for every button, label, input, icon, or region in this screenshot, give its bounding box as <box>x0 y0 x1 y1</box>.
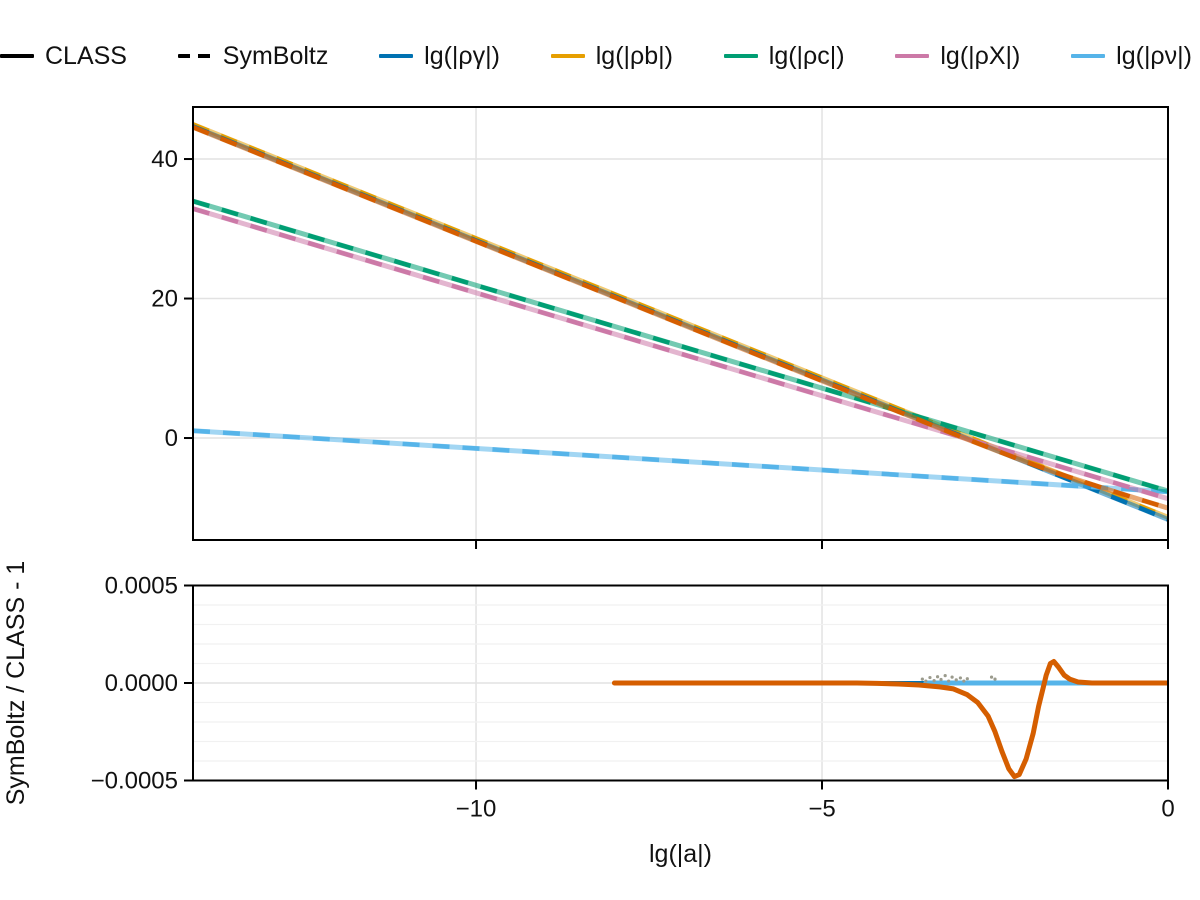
line-residual-vermillion <box>611 659 1168 780</box>
residual-noise-dot <box>993 677 997 681</box>
residual-noise-dot <box>950 675 954 679</box>
legend-label: lg(|ρc|) <box>768 41 845 70</box>
residual-noise-dot <box>962 679 966 683</box>
line-swatch-icon <box>379 54 414 58</box>
main-panel-spines <box>192 106 1169 541</box>
residual-noise-dot <box>920 677 924 681</box>
residual-y-tick-label: 0.0005 <box>105 573 178 600</box>
legend-item-rho-c: lg(|ρc|) <box>723 41 845 70</box>
legend-label: SymBoltz <box>222 41 329 70</box>
residual-noise-dot <box>932 679 936 683</box>
dashed-line-swatch-icon <box>177 54 212 58</box>
residual-y-tick-label: 0.0000 <box>105 670 178 697</box>
legend-item-rho-X: lg(|ρX|) <box>895 41 1021 70</box>
x-axis-label: lg(|a|) <box>649 840 712 868</box>
main-y-tick-label: 20 <box>151 286 178 313</box>
legend-label: lg(|ρX|) <box>940 41 1021 70</box>
legend: CLASS SymBoltz lg(|ργ|) lg(|ρb|) lg(|ρc|) lg(… <box>0 36 1200 76</box>
line-SymBoltz-rho-X <box>193 206 1168 501</box>
line-SymBoltz-rho-nu <box>193 428 1168 494</box>
line-swatch-icon <box>723 54 758 58</box>
legend-label: CLASS <box>45 41 127 70</box>
line-swatch-icon <box>895 54 930 58</box>
legend-item-rho-gamma: lg(|ργ|) <box>379 41 500 70</box>
line-swatch-icon <box>0 54 34 58</box>
legend-item-symboltz: SymBoltz <box>177 41 329 70</box>
legend-item-class: CLASS <box>0 41 127 70</box>
line-swatch-icon <box>1071 54 1106 58</box>
line-swatch-icon <box>550 54 585 58</box>
residual-noise-dot <box>939 677 943 682</box>
residual-noise-dot <box>943 673 947 678</box>
main-series-group <box>193 122 1168 522</box>
residual-noise-dot <box>954 678 958 682</box>
x-tick-label: −10 <box>456 796 497 823</box>
residual-y-tick-label: −0.0005 <box>91 768 178 795</box>
legend-label: lg(|ρb|) <box>595 41 673 70</box>
residual-noise-dot <box>935 675 940 679</box>
residual-noise-dot <box>947 679 951 683</box>
residual-noise-dot <box>965 677 969 681</box>
main-y-tick-label: 0 <box>165 425 178 452</box>
line-SymBoltz-rho-c <box>193 198 1168 494</box>
residual-noise-dot <box>989 675 994 679</box>
line-SymBoltz-unlabeled-vermillion <box>193 125 1168 511</box>
legend-item-rho-nu: lg(|ρν|) <box>1071 41 1192 70</box>
legend-label: lg(|ργ|) <box>424 41 500 70</box>
x-tick-label: 0 <box>1161 796 1174 823</box>
y-axis-label: SymBoltz / CLASS - 1 <box>2 561 30 806</box>
residual-noise-dot <box>958 676 963 680</box>
residual-series-group <box>611 659 1168 780</box>
x-tick-label: −5 <box>808 796 835 823</box>
residual-noise-dot <box>924 679 928 683</box>
main-y-tick-label: 40 <box>151 146 178 173</box>
legend-item-rho-b: lg(|ρb|) <box>550 41 673 70</box>
residual-noise-dot <box>928 675 932 680</box>
legend-label: lg(|ρν|) <box>1116 41 1192 70</box>
